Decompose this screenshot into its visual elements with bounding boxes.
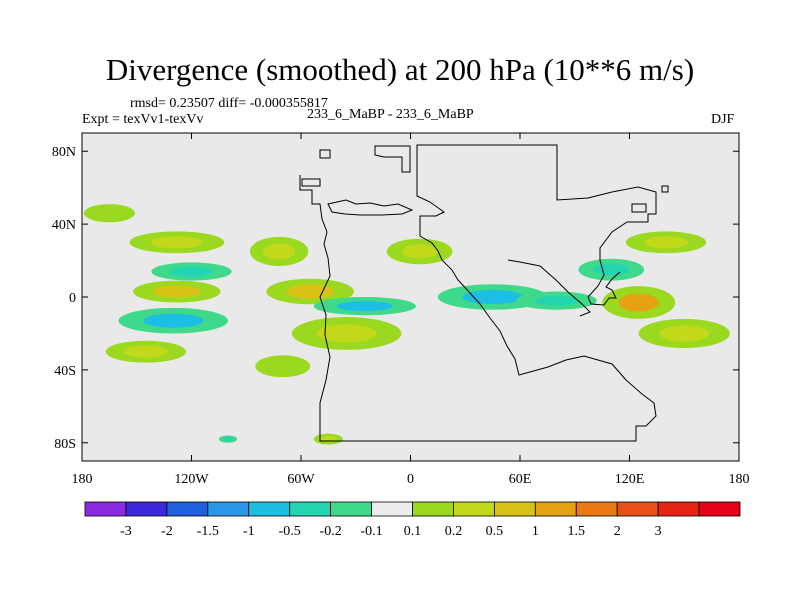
colorbar-swatch bbox=[453, 501, 495, 517]
colorbar-swatch bbox=[125, 501, 168, 517]
feature-core-africa-negative bbox=[462, 289, 523, 305]
colorbar-swatch bbox=[166, 501, 209, 517]
y-axis: 80N 40N 0 40S 80S bbox=[52, 145, 739, 452]
feature-core-americas-positive bbox=[286, 284, 335, 299]
colorbar-label: 1.5 bbox=[568, 524, 586, 539]
feature-core-africa-north-positive bbox=[401, 244, 438, 259]
x-tick-label: 60E bbox=[509, 472, 532, 487]
colorbar: -3 -2 -1.5 -1 -0.5 -0.2 -0.1 0.1 0.2 0.5 1 1.5 2 3 bbox=[84, 501, 741, 539]
y-tick-label: 0 bbox=[69, 291, 76, 306]
x-tick-label: 0 bbox=[407, 472, 414, 487]
feature-core-pacific-north-positive bbox=[150, 236, 203, 249]
colorbar-label: -1.5 bbox=[197, 524, 219, 539]
chart-title: Divergence (smoothed) at 200 hPa (10**6 … bbox=[105, 52, 695, 87]
colorbar-swatch bbox=[657, 501, 700, 517]
feature-core-southern-ocean-positive bbox=[267, 360, 298, 373]
colorbar-label: -0.1 bbox=[360, 524, 382, 539]
feature-core-pacific-north-negative bbox=[169, 266, 214, 277]
feature-core-americas-north-positive bbox=[263, 243, 296, 260]
colorbar-label: 1 bbox=[532, 524, 539, 539]
colorbar-label: 2 bbox=[614, 524, 621, 539]
coastlines bbox=[299, 144, 669, 442]
colorbar-swatch bbox=[84, 501, 127, 517]
colorbar-swatch bbox=[534, 501, 577, 517]
x-tick-label: 180 bbox=[72, 472, 93, 487]
feature-core-western-pacific-negative bbox=[593, 263, 630, 276]
y-tick-label: 40N bbox=[52, 218, 76, 233]
x-tick-label: 120W bbox=[174, 472, 209, 487]
y-tick-label: 80S bbox=[54, 437, 76, 452]
x-tick-label: 60W bbox=[287, 472, 315, 487]
feature-core-pacific-negative bbox=[143, 313, 204, 328]
feature-core-pacific-south-positive bbox=[123, 345, 168, 358]
stats-label: rmsd= 0.23507 diff= -0.000355817 bbox=[130, 96, 328, 111]
contour-field bbox=[83, 204, 730, 445]
colorbar-swatch bbox=[412, 501, 454, 517]
feature-core-western-pacific-positive bbox=[618, 293, 659, 312]
colorbar-label: -3 bbox=[120, 524, 132, 539]
colorbar-swatch bbox=[371, 501, 413, 517]
run-label: 233_6_MaBP - 233_6_MaBP bbox=[307, 107, 474, 122]
feature-core-indian-ocean-negative bbox=[534, 295, 579, 306]
feature-core-north-atlantic-positive bbox=[95, 208, 124, 219]
feature-core-pacific-positive bbox=[152, 285, 201, 298]
x-tick-label: 180 bbox=[729, 472, 750, 487]
colorbar-label: 0.5 bbox=[486, 524, 504, 539]
colorbar-swatch bbox=[616, 501, 659, 517]
x-tick-label: 120E bbox=[615, 472, 645, 487]
colorbar-label: 0.1 bbox=[404, 524, 422, 539]
feature-core-africa-positive bbox=[316, 324, 377, 343]
y-tick-label: 40S bbox=[54, 364, 76, 379]
colorbar-swatch bbox=[698, 501, 741, 517]
experiment-label: Expt = texVv1-texVv bbox=[82, 112, 204, 127]
feature-core-south-pacific-positive bbox=[659, 325, 710, 342]
colorbar-swatch bbox=[289, 501, 332, 517]
colorbar-label: 3 bbox=[655, 524, 662, 539]
y-tick-label: 80N bbox=[52, 145, 76, 160]
colorbar-label: -0.5 bbox=[279, 524, 301, 539]
colorbar-swatch bbox=[575, 501, 618, 517]
colorbar-label: -1 bbox=[243, 524, 255, 539]
colorbar-swatch bbox=[248, 501, 291, 517]
season-label: DJF bbox=[711, 112, 735, 127]
colorbar-label: 0.2 bbox=[445, 524, 463, 539]
colorbar-label: -0.2 bbox=[320, 524, 342, 539]
feature-core-north-pacific-positive bbox=[643, 236, 689, 249]
colorbar-label: -2 bbox=[161, 524, 173, 539]
colorbar-swatch bbox=[207, 501, 250, 517]
colorbar-swatch bbox=[493, 501, 536, 517]
feature-core-southern-polar-negative bbox=[222, 437, 234, 442]
colorbar-swatch bbox=[330, 501, 372, 517]
x-axis: 180 120W 60W 0 60E 120E 180 bbox=[72, 133, 750, 487]
feature-core-atlantic-negative bbox=[336, 301, 393, 312]
